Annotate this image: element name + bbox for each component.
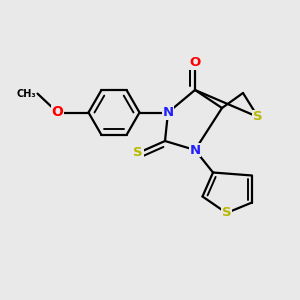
Text: N: N bbox=[162, 106, 174, 119]
Text: S: S bbox=[222, 206, 231, 220]
Text: CH₃: CH₃ bbox=[16, 88, 36, 99]
Text: O: O bbox=[52, 106, 64, 119]
Text: S: S bbox=[133, 146, 143, 160]
Text: N: N bbox=[189, 143, 201, 157]
Text: O: O bbox=[189, 56, 201, 70]
Text: S: S bbox=[253, 110, 263, 124]
